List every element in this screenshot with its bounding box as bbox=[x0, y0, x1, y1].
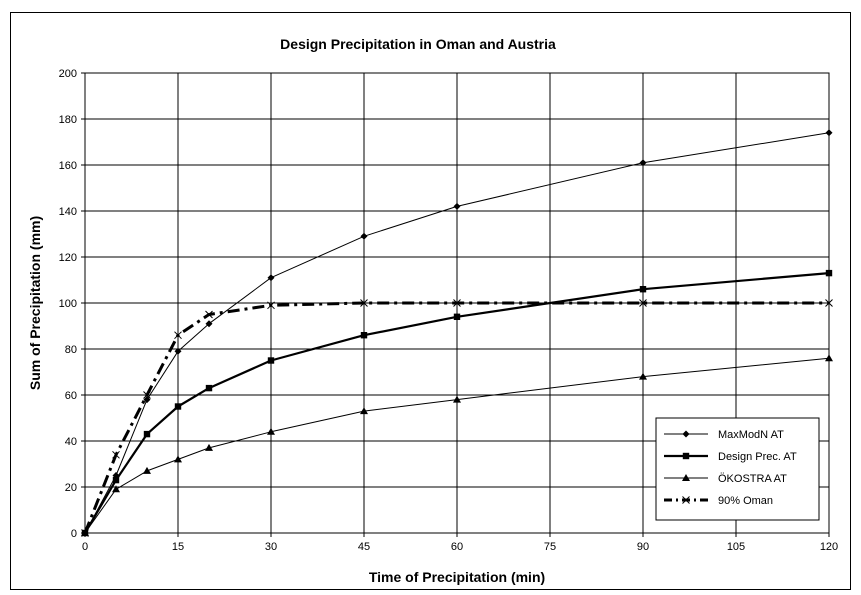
x-tick-label: 60 bbox=[451, 541, 463, 553]
x-tick-label: 30 bbox=[265, 541, 277, 553]
data-point bbox=[112, 450, 120, 459]
series--kostra-at bbox=[81, 354, 833, 536]
y-axis-ticks: 0 20 40 60 80 100 120 140 160 180 200 bbox=[59, 68, 85, 540]
legend-label: Design Prec. AT bbox=[718, 451, 797, 463]
data-point bbox=[453, 299, 461, 307]
data-point bbox=[453, 202, 461, 210]
legend-item: 90% Oman bbox=[664, 495, 773, 507]
legend-item: MaxModN AT bbox=[664, 429, 784, 441]
x-tick-label: 90 bbox=[637, 541, 649, 553]
data-point bbox=[174, 347, 182, 355]
y-tick-label: 60 bbox=[65, 390, 77, 402]
legend-item: ÖKOSTRA AT bbox=[664, 473, 787, 485]
data-point bbox=[453, 313, 461, 320]
x-tick-label: 75 bbox=[544, 541, 556, 553]
y-axis-label: Sum of Precipitation (mm) bbox=[27, 216, 43, 390]
data-point bbox=[205, 384, 213, 392]
data-point bbox=[639, 372, 647, 380]
data-point bbox=[81, 529, 89, 537]
series-layer bbox=[81, 129, 833, 537]
y-tick-label: 100 bbox=[59, 298, 77, 310]
y-tick-label: 120 bbox=[59, 252, 77, 264]
legend-marker bbox=[682, 496, 690, 504]
data-point bbox=[360, 299, 368, 307]
data-point bbox=[205, 310, 213, 319]
legend-label: ÖKOSTRA AT bbox=[718, 473, 787, 485]
series-90-oman bbox=[81, 299, 833, 537]
data-point bbox=[453, 395, 461, 403]
series-line bbox=[84, 132, 830, 534]
data-point bbox=[174, 455, 182, 463]
legend: MaxModN AT Design Prec. AT ÖKOSTRA AT 90% O… bbox=[655, 417, 820, 521]
chart-frame: Design Precipitation in Oman and Austria… bbox=[10, 12, 851, 590]
data-point bbox=[639, 159, 647, 167]
legend-label: 90% Oman bbox=[718, 495, 773, 507]
legend-marker bbox=[682, 474, 690, 481]
data-point bbox=[112, 476, 120, 484]
data-point bbox=[825, 129, 833, 137]
legend-label: MaxModN AT bbox=[718, 429, 784, 441]
data-point bbox=[825, 299, 833, 307]
chart-svg: Design Precipitation in Oman and Austria… bbox=[27, 36, 838, 585]
legend-marker bbox=[682, 430, 690, 438]
y-tick-label: 0 bbox=[71, 528, 77, 540]
data-point bbox=[825, 269, 833, 277]
y-tick-label: 180 bbox=[59, 114, 77, 126]
x-axis-ticks: 0 15 30 45 60 75 90 105 120 bbox=[82, 533, 838, 553]
data-point bbox=[143, 391, 151, 399]
data-point bbox=[112, 485, 120, 493]
data-point bbox=[639, 299, 647, 307]
data-point bbox=[143, 430, 151, 438]
series-line bbox=[84, 272, 830, 534]
x-tick-label: 120 bbox=[820, 541, 838, 553]
x-tick-label: 105 bbox=[727, 541, 745, 553]
data-point bbox=[267, 301, 275, 310]
data-point bbox=[267, 357, 275, 364]
y-tick-label: 140 bbox=[59, 206, 77, 218]
data-point bbox=[360, 407, 368, 415]
x-tick-label: 15 bbox=[172, 541, 184, 553]
x-tick-label: 45 bbox=[358, 541, 370, 553]
series-line bbox=[83, 301, 829, 534]
data-point bbox=[267, 274, 275, 282]
chart-title: Design Precipitation in Oman and Austria bbox=[280, 36, 556, 52]
data-point bbox=[360, 332, 368, 339]
y-tick-label: 20 bbox=[65, 482, 77, 494]
y-tick-label: 160 bbox=[59, 160, 77, 172]
x-tick-label: 0 bbox=[82, 541, 88, 553]
data-point bbox=[205, 320, 213, 328]
series-line bbox=[84, 357, 830, 534]
data-point bbox=[825, 354, 833, 362]
y-tick-label: 40 bbox=[65, 436, 77, 448]
data-point bbox=[205, 443, 213, 451]
y-tick-label: 200 bbox=[59, 68, 77, 80]
data-point bbox=[267, 427, 275, 435]
data-point bbox=[360, 232, 368, 240]
legend-item: Design Prec. AT bbox=[664, 451, 797, 463]
x-axis-label: Time of Precipitation (min) bbox=[369, 569, 545, 585]
legend-marker bbox=[682, 452, 690, 460]
data-point bbox=[174, 403, 182, 410]
series-maxmodn-at bbox=[81, 129, 833, 537]
data-point bbox=[143, 396, 151, 404]
data-point bbox=[174, 331, 182, 340]
data-point bbox=[143, 466, 151, 474]
data-point bbox=[639, 286, 647, 293]
y-tick-label: 80 bbox=[65, 344, 77, 356]
